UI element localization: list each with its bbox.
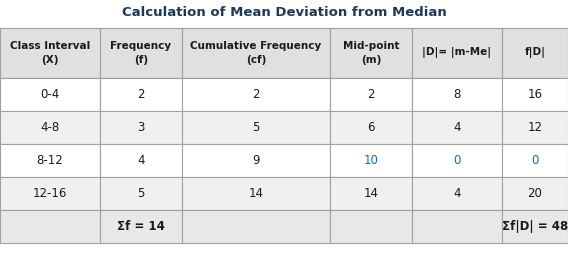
- Text: 2: 2: [252, 88, 260, 101]
- Text: 10: 10: [364, 154, 378, 167]
- Text: f|D|: f|D|: [524, 47, 545, 59]
- Text: 4: 4: [137, 154, 145, 167]
- Text: 14: 14: [249, 187, 264, 200]
- Bar: [100, 210, 182, 243]
- Bar: [100, 111, 182, 144]
- Bar: [412, 28, 502, 78]
- Text: Cumulative Frequency
(cf): Cumulative Frequency (cf): [190, 41, 321, 64]
- Bar: [412, 78, 502, 111]
- Text: 5: 5: [137, 187, 145, 200]
- Bar: [0, 177, 100, 210]
- Text: 0: 0: [531, 154, 538, 167]
- Text: 8-12: 8-12: [36, 154, 64, 167]
- Bar: [0, 111, 100, 144]
- Bar: [412, 177, 502, 210]
- Text: 12: 12: [528, 121, 542, 134]
- Bar: [502, 28, 568, 78]
- Text: Σf|D| = 48: Σf|D| = 48: [502, 220, 568, 233]
- Text: 9: 9: [252, 154, 260, 167]
- Text: |D|= |m-Me|: |D|= |m-Me|: [423, 47, 491, 59]
- Text: 6: 6: [367, 121, 375, 134]
- Text: 14: 14: [364, 187, 378, 200]
- Bar: [330, 177, 412, 210]
- Bar: [182, 144, 330, 177]
- Bar: [502, 78, 568, 111]
- Bar: [412, 210, 502, 243]
- Bar: [502, 210, 568, 243]
- Bar: [182, 210, 330, 243]
- Bar: [100, 144, 182, 177]
- Bar: [182, 111, 330, 144]
- Bar: [100, 78, 182, 111]
- Bar: [502, 144, 568, 177]
- Text: 4: 4: [453, 187, 461, 200]
- Text: Mid-point
(m): Mid-point (m): [343, 41, 399, 64]
- Text: 0-4: 0-4: [40, 88, 60, 101]
- Bar: [502, 177, 568, 210]
- Text: 4-8: 4-8: [40, 121, 60, 134]
- Bar: [0, 78, 100, 111]
- Bar: [330, 111, 412, 144]
- Bar: [412, 144, 502, 177]
- Text: 5: 5: [252, 121, 260, 134]
- Text: Class Interval
(X): Class Interval (X): [10, 41, 90, 64]
- Bar: [0, 28, 100, 78]
- Bar: [0, 144, 100, 177]
- Bar: [330, 144, 412, 177]
- Text: Σf = 14: Σf = 14: [117, 220, 165, 233]
- Text: 8: 8: [453, 88, 461, 101]
- Text: 3: 3: [137, 121, 145, 134]
- Bar: [330, 210, 412, 243]
- Text: 0: 0: [453, 154, 461, 167]
- Bar: [182, 28, 330, 78]
- Text: 20: 20: [528, 187, 542, 200]
- Bar: [0, 210, 100, 243]
- Bar: [182, 177, 330, 210]
- Bar: [100, 177, 182, 210]
- Text: 2: 2: [367, 88, 375, 101]
- Text: Frequency
(f): Frequency (f): [110, 41, 172, 64]
- Bar: [330, 28, 412, 78]
- Bar: [330, 78, 412, 111]
- Text: 16: 16: [528, 88, 542, 101]
- Text: 2: 2: [137, 88, 145, 101]
- Bar: [100, 28, 182, 78]
- Bar: [412, 111, 502, 144]
- Text: 12-16: 12-16: [33, 187, 67, 200]
- Text: 4: 4: [453, 121, 461, 134]
- Bar: [502, 111, 568, 144]
- Text: Calculation of Mean Deviation from Median: Calculation of Mean Deviation from Media…: [122, 6, 446, 19]
- Bar: [182, 78, 330, 111]
